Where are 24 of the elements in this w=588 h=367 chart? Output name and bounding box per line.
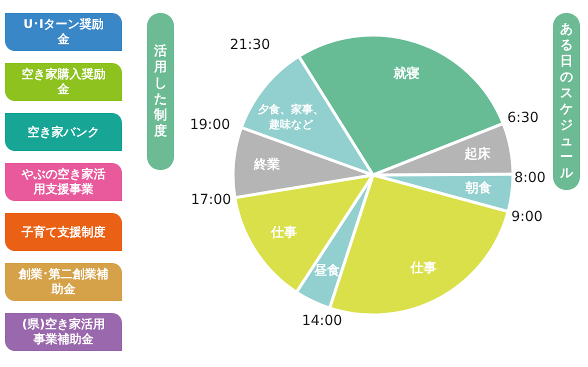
text: やぶの空き家活用支援事業 <box>20 167 106 197</box>
slice-label: 終業 <box>253 158 280 173</box>
chart-title: ある日のスケジュール <box>560 22 573 180</box>
text: 14:00 <box>302 313 342 329</box>
slice-label: 昼食 <box>313 263 340 278</box>
text: 創業･第二創業補助金 <box>18 267 110 297</box>
text: 空き家購入奨励金 <box>20 67 106 97</box>
slice-label: 就寝 <box>392 65 420 82</box>
text: 活用した制度 <box>154 44 168 140</box>
slice-label: 仕事 <box>270 225 297 240</box>
text: 21:30 <box>230 37 270 53</box>
text: 8:00 <box>514 170 546 186</box>
text: 17:00 <box>190 192 232 208</box>
text: 空き家バンク <box>26 124 100 140</box>
text: (県)空き家活用事業補助金 <box>21 317 106 347</box>
text: 9:00 <box>511 209 543 225</box>
text: U･Iターン奨励金 <box>22 17 105 47</box>
slice-label: 起床 <box>463 146 492 162</box>
text: 19:00 <box>190 117 230 133</box>
slice-label: 仕事 <box>410 260 437 276</box>
text: 子育て支援制度 <box>20 224 106 240</box>
slice-label: 朝食 <box>464 181 492 196</box>
text: 6:30 <box>507 110 539 126</box>
slice-label: 夕食、家事、趣味など <box>256 102 324 131</box>
